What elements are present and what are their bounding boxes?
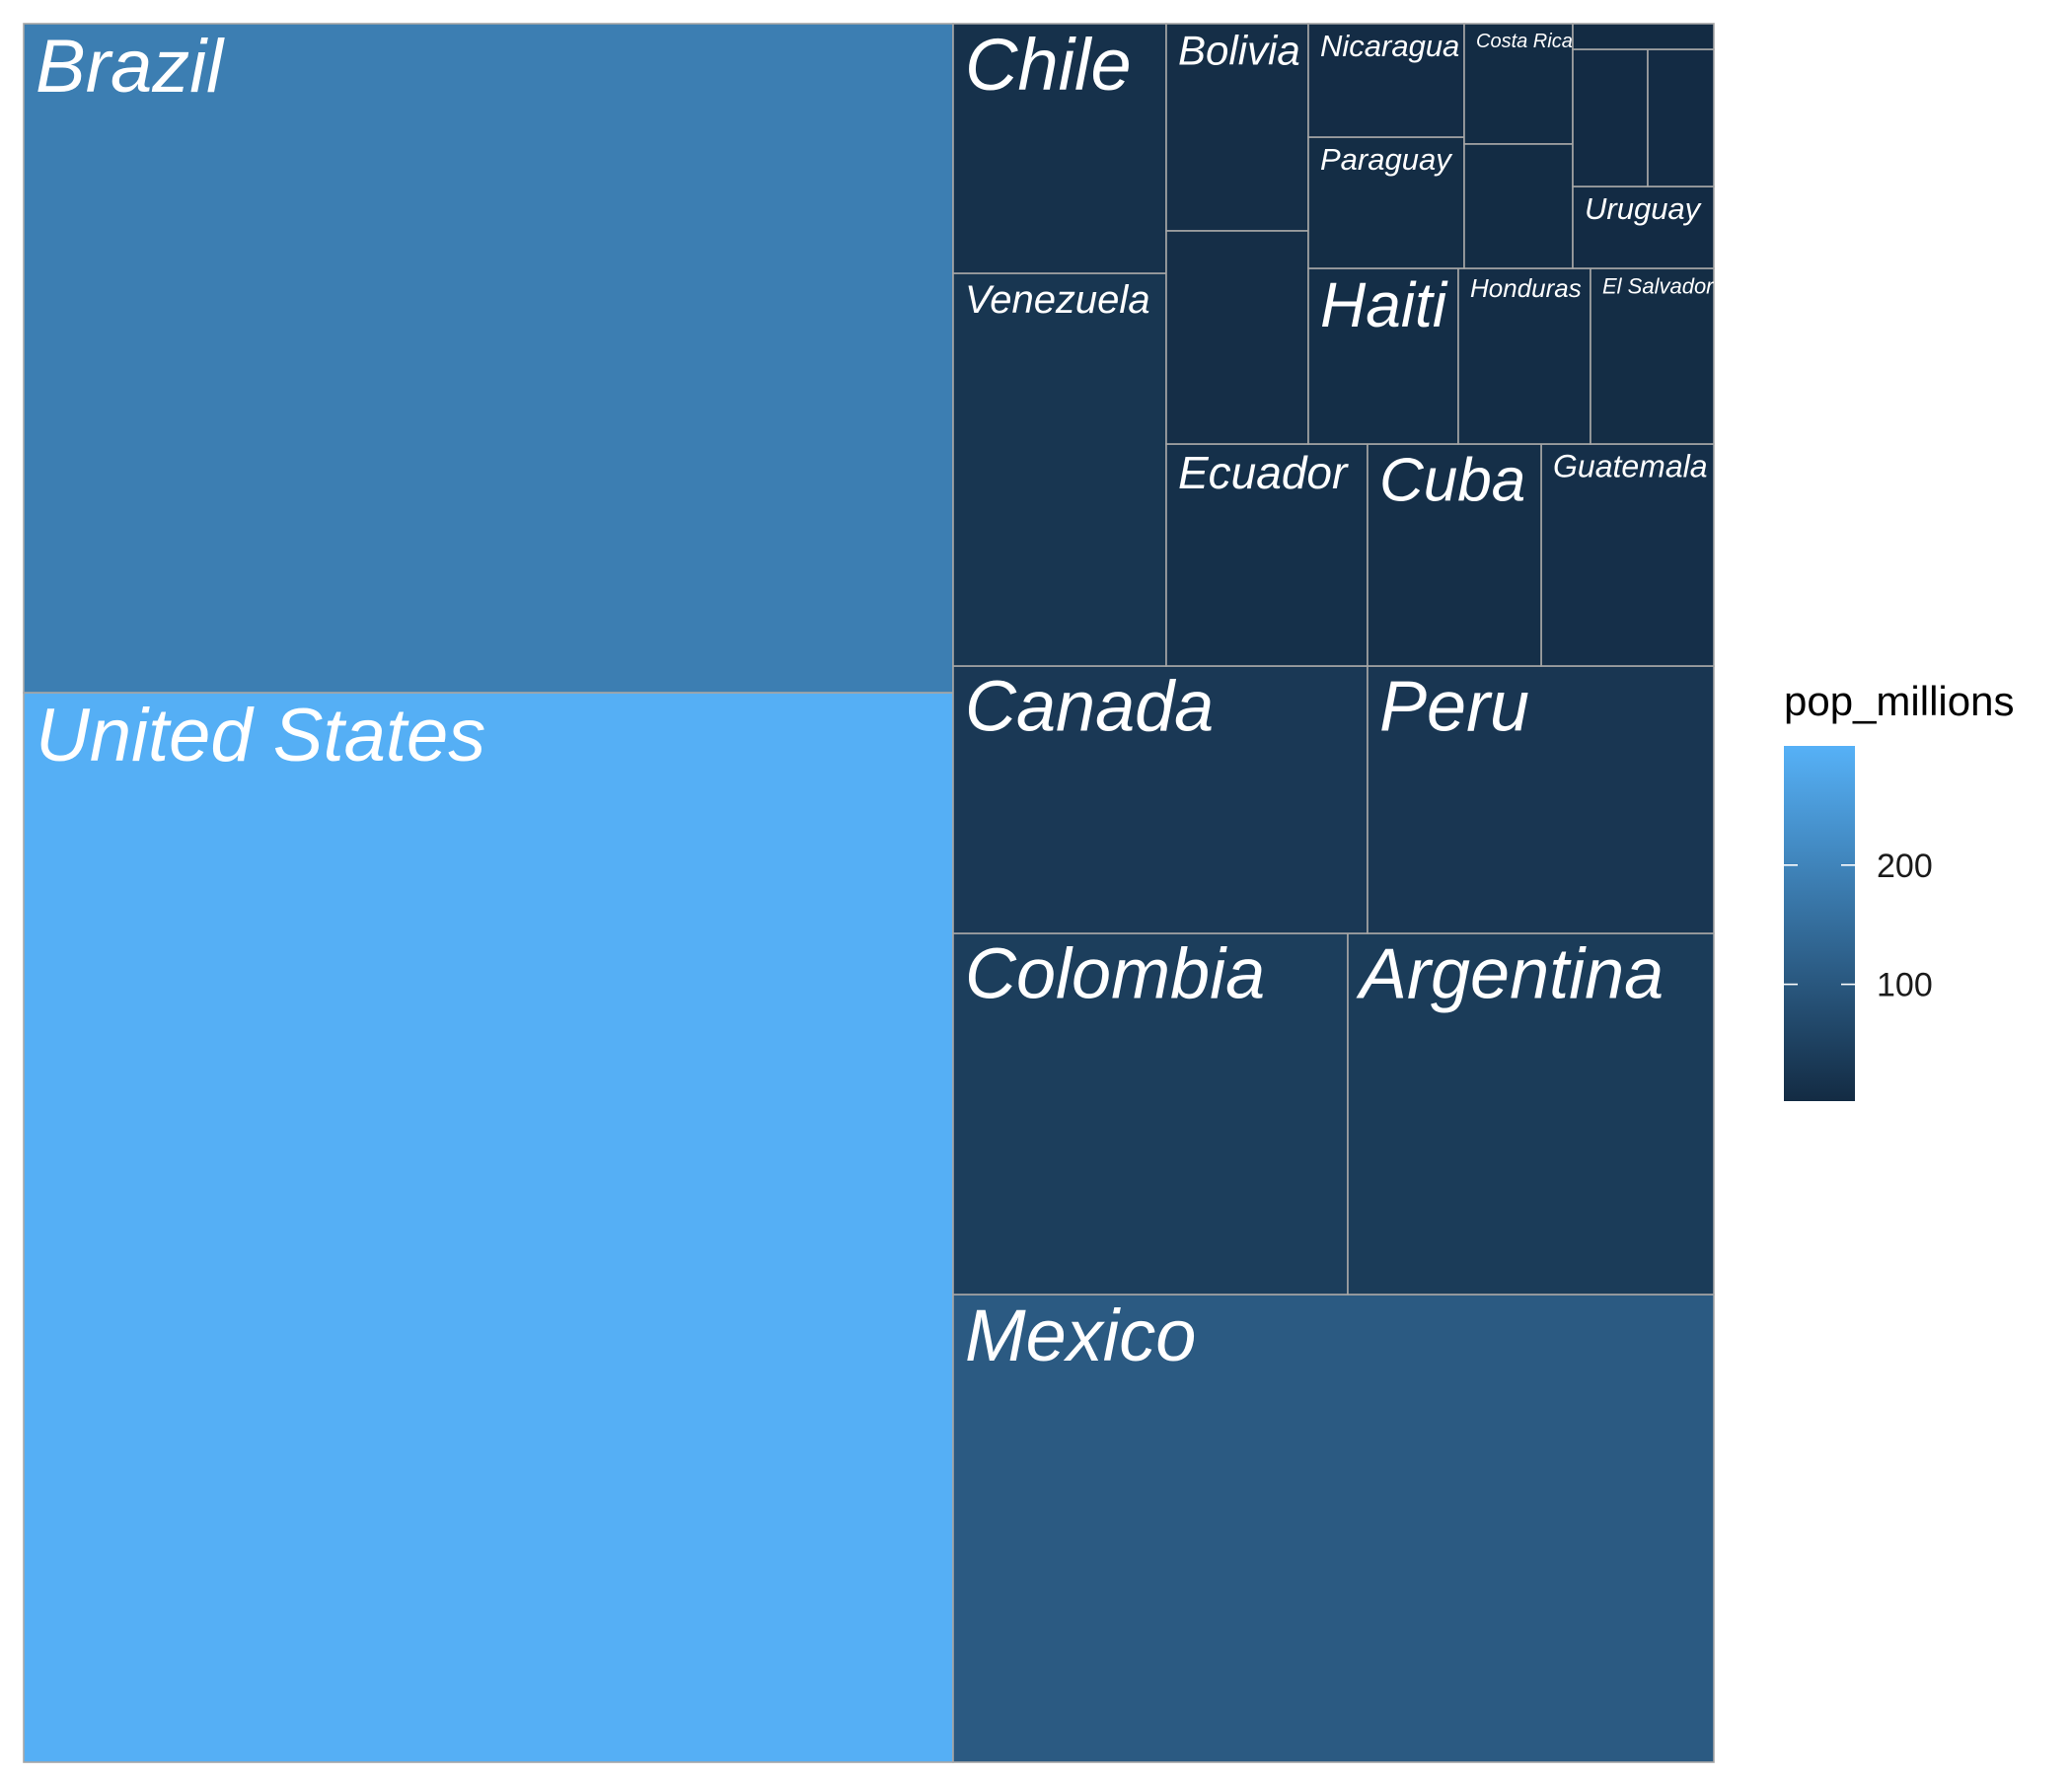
cell-label: United States [36,694,485,777]
legend-tick-label: 100 [1877,967,1933,1004]
cell-label: Peru [1379,668,1529,747]
cell-label: Ecuador [1178,447,1349,498]
cell-cuba: Cuba [1367,443,1542,667]
treemap-tile [952,932,1349,1295]
cell-united-states: United States [23,692,954,1763]
cell-label: Brazil [36,25,225,109]
cell-argentina: Argentina [1347,932,1715,1295]
cell-uruguay: Uruguay [1572,185,1715,269]
cell-canada: Canada [952,665,1369,934]
cell-label: Costa Rica [1476,31,1573,52]
treemap-tile [1165,443,1369,667]
treemap-tile [1572,185,1715,269]
cell-peru: Peru [1367,665,1715,934]
cell-label: Venezuela [965,278,1150,322]
treemap-tile [1165,23,1309,232]
treemap-tile [23,692,954,1763]
cell-label: Chile [965,24,1132,106]
treemap-tile [1572,48,1649,187]
treemap-tile [1457,267,1591,445]
treemap-tile [952,272,1167,667]
cell-label: Canada [965,668,1214,747]
cell-label: Cuba [1379,447,1525,515]
cell-brazil: Brazil [23,23,954,694]
treemap-tile [1463,143,1574,269]
cell-nicaragua: Nicaragua [1307,23,1465,138]
treemap-tile [1165,230,1309,445]
legend-title: pop_millions [1784,678,2014,724]
cell-chile: Chile [952,23,1167,274]
cell-label: Paraguay [1320,142,1453,177]
cell-guatemala: Guatemala [1540,443,1715,667]
cell-paraguay: Paraguay [1307,136,1465,269]
treemap-tile [1540,443,1715,667]
legend-ticks: 100 200 [1784,848,1933,1004]
treemap-cells: United States Brazil Mexico Colombia Argenti… [23,23,1715,1763]
cell-unlabeled [1165,230,1309,445]
cell-label: El Salvador [1602,274,1715,299]
cell-honduras: Honduras [1457,267,1591,445]
cell-label: Honduras [1470,273,1582,303]
legend-colorbar [1784,746,1855,1101]
treemap-tile [952,665,1369,934]
cell-label: Argentina [1356,935,1664,1014]
cell-label: Mexico [965,1295,1196,1376]
treemap-tile [1367,665,1715,934]
cell-haiti: Haiti [1307,267,1459,445]
treemap-tile [1647,48,1715,187]
cell-mexico: Mexico [952,1294,1715,1763]
cell-label: Haiti [1320,269,1448,340]
cell-colombia: Colombia [952,932,1349,1295]
cell-venezuela: Venezuela [952,272,1167,667]
treemap-tile [952,1294,1715,1763]
legend-tick-label: 200 [1877,848,1933,885]
treemap-tile [23,23,954,694]
cell-unlabeled [1647,48,1715,187]
cell-bolivia: Bolivia [1165,23,1309,232]
cell-label: Colombia [965,935,1265,1014]
cell-el-salvador: El Salvador [1590,267,1715,445]
cell-costa-rica: Costa Rica [1463,23,1574,145]
treemap-tile [1590,267,1715,445]
cell-ecuador: Ecuador [1165,443,1369,667]
cell-label: Nicaragua [1320,29,1459,63]
cell-label: Uruguay [1585,191,1703,226]
treemap-tile [1463,23,1574,145]
treemap-tile [1572,23,1715,50]
cell-unlabeled [1572,48,1649,187]
treemap-tile [1367,443,1542,667]
color-legend: pop_millions 100 200 [1784,678,2014,1101]
cell-unlabeled [1572,23,1715,50]
cell-unlabeled [1463,143,1574,269]
treemap-tile [952,23,1167,274]
cell-label: Guatemala [1553,449,1708,484]
cell-label: Bolivia [1178,28,1300,74]
